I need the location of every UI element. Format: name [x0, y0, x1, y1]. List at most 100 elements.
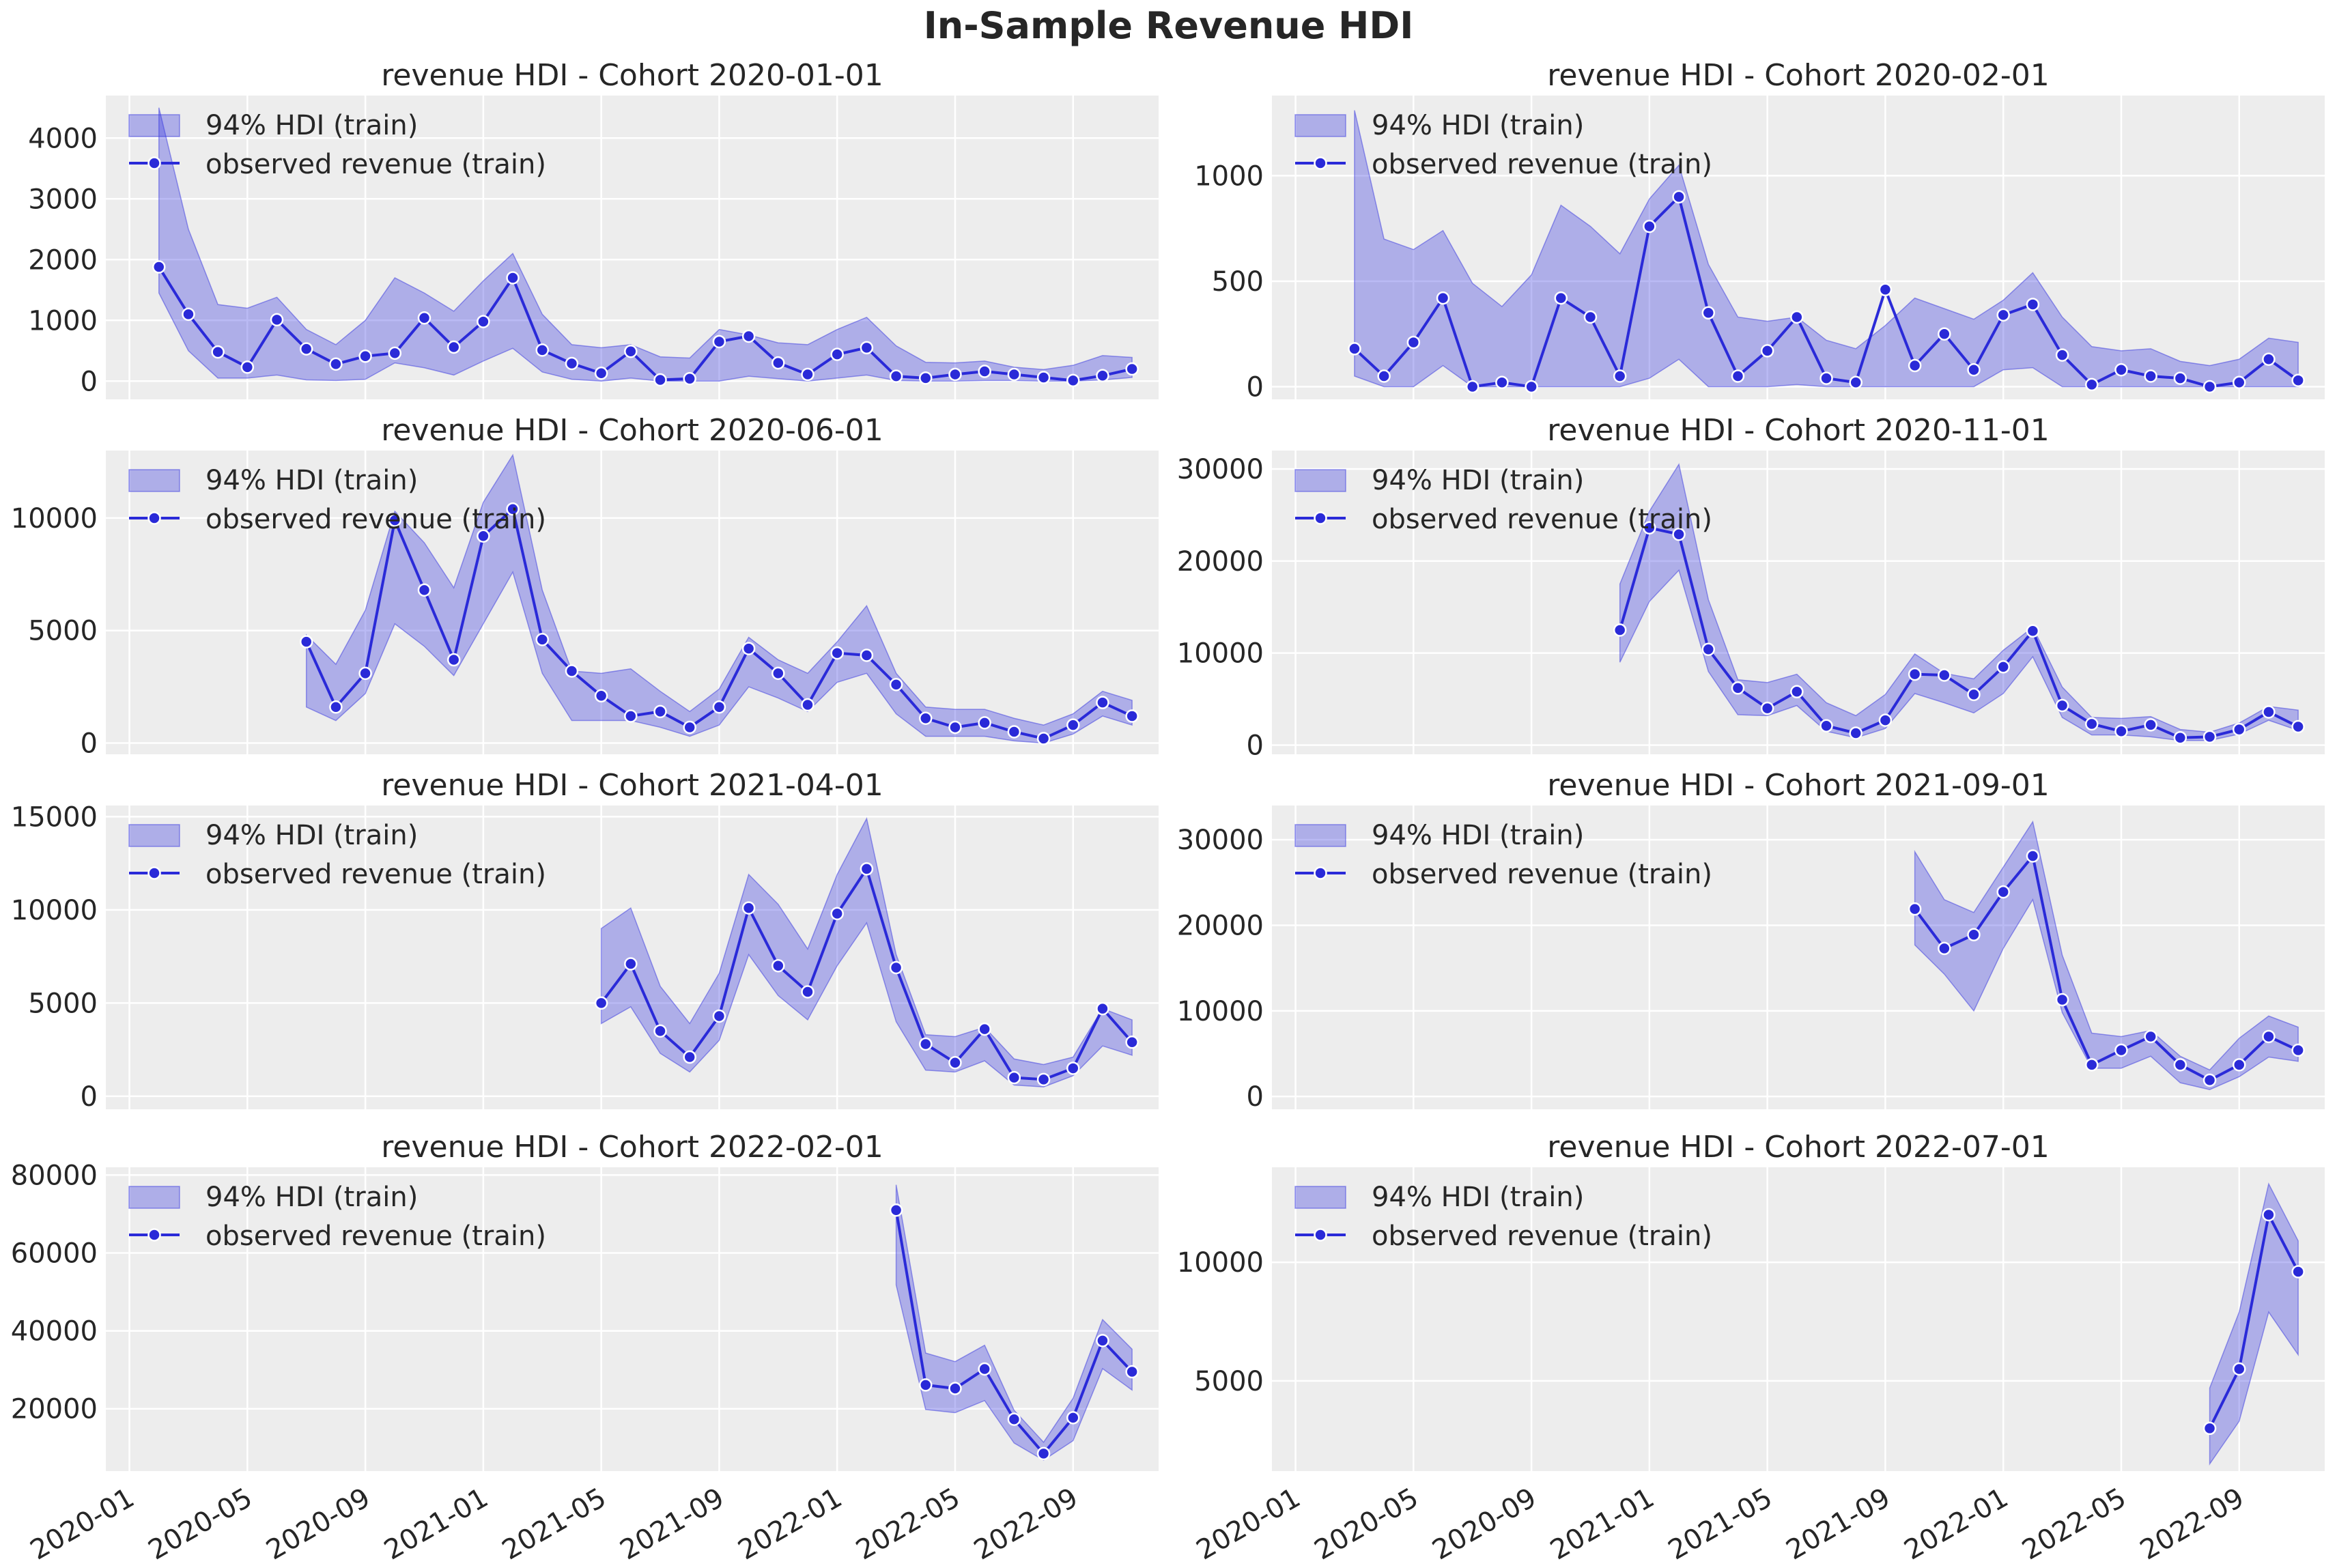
legend-hdi-swatch: [128, 469, 180, 492]
plot-area: [1272, 806, 2325, 1109]
hdi-band: [2209, 1182, 2299, 1466]
figure-title: In-Sample Revenue HDI: [923, 4, 1414, 47]
observed-point: [771, 356, 785, 370]
observed-point: [1583, 310, 1598, 324]
observed-point: [741, 329, 756, 343]
observed-point: [1007, 1412, 1021, 1426]
subplot-title: revenue HDI - Cohort 2022-07-01: [1547, 1130, 2049, 1165]
y-tick-label: 5000: [28, 988, 98, 1019]
subplot-title: revenue HDI - Cohort 2022-02-01: [381, 1130, 883, 1165]
y-tick-label: 30000: [1177, 825, 1264, 856]
observed-point: [594, 996, 608, 1010]
observed-point: [1908, 902, 1922, 916]
y-tick-label: 10000: [1177, 996, 1264, 1027]
legend-hdi-swatch: [1294, 469, 1346, 492]
observed-point: [2026, 624, 2040, 638]
x-tick-label: 2021-09: [615, 1482, 730, 1566]
observed-point: [1066, 1411, 1080, 1425]
y-tick-label: 40000: [11, 1316, 98, 1348]
observed-point: [1066, 718, 1080, 732]
observed-point: [594, 689, 608, 703]
plot-area: [1272, 451, 2325, 754]
observed-point: [240, 360, 255, 374]
legend-observed-marker: [1314, 866, 1327, 880]
x-tick-label: 2021-01: [379, 1482, 494, 1566]
plot-area: [106, 806, 1159, 1109]
legend-observed-label: observed revenue (train): [206, 504, 546, 535]
observed-point: [1643, 219, 1656, 233]
observed-point: [2085, 377, 2099, 392]
x-tick-label: 2022-01: [1899, 1482, 2013, 1566]
observed-point: [624, 344, 638, 358]
observed-point: [565, 664, 579, 678]
y-tick-label: 3000: [28, 184, 98, 215]
observed-point: [1613, 623, 1627, 637]
observed-point: [919, 1378, 933, 1392]
legend-observed-label: observed revenue (train): [206, 149, 546, 180]
observed-point: [388, 346, 402, 360]
subplot-title: revenue HDI - Cohort 2020-01-01: [381, 58, 883, 93]
observed-point: [565, 356, 579, 371]
observed-point: [358, 350, 372, 363]
observed-point: [1096, 1001, 1109, 1016]
observed-point: [1125, 709, 1139, 723]
legend-hdi-label: 94% HDI (train): [1372, 110, 1584, 141]
hdi-band: [158, 107, 1133, 382]
observed-point: [1007, 367, 1021, 382]
legend-hdi-label: 94% HDI (train): [206, 110, 418, 141]
observed-point: [2055, 993, 2069, 1007]
observed-point: [535, 343, 550, 357]
observed-point: [2203, 380, 2217, 394]
observed-line: [2208, 1210, 2299, 1429]
observed-point: [771, 959, 785, 973]
y-tick-label: 500: [1212, 266, 1264, 298]
y-tick-label: 0: [1247, 371, 1264, 403]
legend-hdi-label: 94% HDI (train): [1372, 820, 1584, 851]
legend-observed-marker: [147, 511, 161, 525]
legend-observed-label: observed revenue (train): [1372, 859, 1712, 890]
observed-point: [1731, 369, 1745, 383]
subplot-8: 5000 10000 revenue HDI - Cohort 2022-07-01…: [1177, 1130, 2325, 1567]
y-tick-label: 20000: [1177, 910, 1264, 941]
legend-hdi-swatch: [1294, 1186, 1346, 1209]
subplot-1: 0 1000 2000 3000 4000 revenue HDI - Cohort 20…: [28, 58, 1159, 399]
legend-hdi-swatch: [128, 114, 180, 137]
subplot-5: 0 5000 10000 15000 revenue HDI - Cohort 2021…: [11, 768, 1159, 1113]
observed-point: [2232, 1362, 2246, 1376]
observed-point: [889, 1203, 903, 1217]
observed-point: [2173, 1058, 2187, 1072]
observed-point: [2262, 1029, 2276, 1044]
observed-point: [417, 583, 431, 597]
observed-point: [477, 315, 490, 328]
observed-point: [1096, 1334, 1109, 1348]
x-tick-label: 2020-01: [1191, 1482, 1306, 1566]
subplot-7: 20000 40000 60000 80000 revenue HDI - Cohort…: [11, 1130, 1159, 1567]
observed-point: [1996, 308, 2010, 322]
observed-point: [1908, 358, 1922, 373]
observed-point: [2114, 1043, 2128, 1057]
observed-point: [2291, 373, 2305, 387]
subplot-title: revenue HDI - Cohort 2020-02-01: [1547, 58, 2049, 93]
observed-point: [1996, 885, 2010, 899]
observed-point: [889, 678, 903, 692]
subplot-title: revenue HDI - Cohort 2020-11-01: [1547, 413, 2049, 448]
observed-point: [919, 1037, 933, 1051]
observed-point: [948, 720, 962, 735]
observed-point: [1036, 1446, 1051, 1461]
y-tick-label: 60000: [11, 1238, 98, 1270]
observed-point: [1701, 642, 1716, 657]
observed-point: [182, 307, 195, 322]
observed-point: [2055, 698, 2069, 713]
legend-hdi-label: 94% HDI (train): [206, 1182, 418, 1213]
legend-observed-marker: [147, 866, 161, 880]
observed-point: [1096, 369, 1109, 383]
observed-point: [978, 1022, 991, 1036]
observed-point: [2144, 369, 2157, 383]
observed-point: [1036, 1072, 1051, 1087]
observed-point: [1377, 369, 1391, 383]
observed-point: [1125, 362, 1139, 376]
x-tick-label: 2021-09: [1781, 1482, 1896, 1566]
y-tick-label: 0: [1247, 1081, 1264, 1113]
observed-point: [506, 502, 520, 516]
subplot-6: 0 10000 20000 30000 revenue HDI - Cohort 202…: [1177, 768, 2325, 1113]
